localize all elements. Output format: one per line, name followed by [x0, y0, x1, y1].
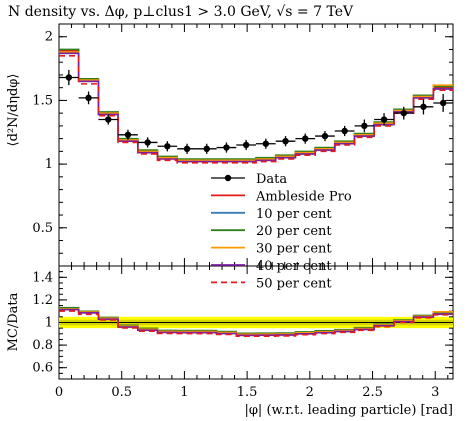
main-ytick-label: 0.5: [32, 221, 53, 236]
ratio-ytick-label: 0.6: [32, 361, 53, 376]
data-point: [341, 127, 348, 135]
main-ytick-label: 1: [45, 157, 53, 172]
data-point: [203, 145, 210, 153]
ratio-xtick-label: 1.5: [237, 385, 258, 400]
main-axis-ticks: 0.5 1 1.5 2: [32, 24, 453, 266]
main-ytick-label: 2: [45, 30, 53, 45]
ratio-series-group: [59, 306, 453, 338]
ratio-series-line-3: [59, 308, 453, 336]
ratio-ytick-label: 1.2: [32, 293, 53, 308]
main-ytick-label: 1.5: [32, 93, 53, 108]
data-point: [223, 144, 230, 151]
legend-label-3: 30 per cent: [256, 242, 332, 257]
ratio-series-line-2: [59, 306, 453, 335]
data-point: [262, 140, 270, 147]
ratio-ytick-label: 1.4: [32, 270, 53, 285]
data-point: [105, 116, 112, 123]
data-point: [65, 74, 73, 81]
ratio-ylabel: MC/Data: [6, 292, 21, 351]
data-point: [361, 122, 368, 130]
data-point: [439, 99, 447, 107]
data-point: [282, 137, 289, 145]
legend: Data Ambleside Pro 10 per cent 20 per cent 3…: [211, 172, 352, 291]
data-points-group: [59, 69, 453, 154]
data-point: [302, 135, 309, 142]
main-series-line-5: [59, 55, 453, 164]
x-axis-title: |φ| (w.r.t. leading particle) [rad]: [244, 403, 453, 418]
ratio-uncertainty-band: [59, 316, 453, 329]
ratio-xtick-label: 2.5: [362, 385, 383, 400]
data-point: [380, 116, 388, 123]
main-series-group: [59, 48, 453, 164]
ratio-xtick-label: 0: [55, 385, 63, 400]
legend-label-0: Ambleside Pro: [255, 189, 352, 204]
main-ylabel: ⟨d²N/dηdφ⟩: [6, 74, 21, 147]
legend-label-2: 20 per cent: [256, 224, 332, 239]
ratio-xtick-label: 0.5: [111, 385, 132, 400]
data-point: [420, 103, 427, 110]
ratio-xtick-label: 2: [306, 385, 314, 400]
data-point: [242, 141, 250, 149]
ratio-xtick-label: 3: [431, 385, 439, 400]
ratio-xtick-label: 1: [180, 385, 188, 400]
ratio-ytick-label: 1: [45, 316, 53, 331]
chart-title: N density vs. Δφ, p⊥clus1 > 3.0 GeV, √s …: [8, 4, 354, 20]
data-point: [400, 109, 407, 117]
legend-data-marker: [224, 174, 232, 182]
ratio-series-line-5: [59, 310, 453, 338]
ratio-axis-ticks: 0.6 0.8 1 1.2 1.4 0 0.5 1 1.5 2 2.5 3: [32, 266, 453, 400]
data-point: [85, 94, 92, 102]
legend-label-4: 40 per cent: [256, 259, 332, 274]
data-point: [183, 145, 191, 153]
ratio-ytick-label: 0.8: [32, 338, 53, 353]
data-point: [164, 143, 171, 150]
data-point: [144, 139, 151, 146]
legend-label-1: 10 per cent: [256, 207, 332, 222]
legend-label-data: Data: [256, 172, 287, 187]
data-point: [321, 132, 329, 140]
data-point: [124, 131, 132, 139]
ratio-series-line-4: [59, 308, 453, 337]
legend-label-5: 50 per cent: [256, 276, 332, 291]
